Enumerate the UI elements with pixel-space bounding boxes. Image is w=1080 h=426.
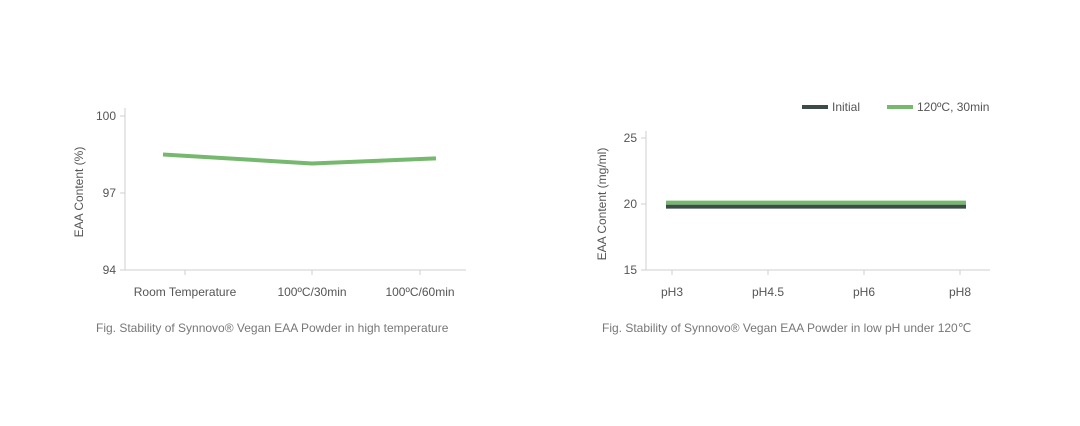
y-tick-label: 97 — [103, 186, 117, 200]
x-tick-label: pH3 — [661, 285, 683, 299]
x-tick-label: pH4.5 — [752, 285, 784, 299]
x-tick-label: 100ºC/60min — [385, 285, 454, 299]
y-tick-label: 15 — [624, 263, 638, 277]
y-axis-title: EAA Content (mg/ml) — [595, 148, 609, 261]
x-tick-label: pH8 — [949, 285, 971, 299]
legend: Initial 120ºC, 30min — [802, 100, 989, 114]
y-tick-label: 25 — [624, 131, 638, 145]
legend-label-120c: 120ºC, 30min — [917, 100, 989, 114]
x-tick-label: Room Temperature — [134, 285, 237, 299]
x-tick-label: pH6 — [853, 285, 875, 299]
y-tick-label: 20 — [624, 197, 638, 211]
y-tick-label: 100 — [96, 109, 116, 123]
y-tick-label: 94 — [103, 263, 117, 277]
chart-low-ph: 15 20 25 pH3 pH4.5 pH6 pH8 EAA Content (mg/ml… — [595, 100, 990, 335]
y-axis-title: EAA Content (%) — [72, 147, 86, 238]
legend-label-initial: Initial — [832, 100, 860, 114]
chart-caption: Fig. Stability of Synnovo® Vegan EAA Pow… — [96, 321, 449, 335]
chart-caption: Fig. Stability of Synnovo® Vegan EAA Pow… — [602, 321, 971, 335]
chart-high-temperature: 94 97 100 Room Temperature 100ºC/30min 100ºC… — [72, 108, 466, 335]
series-line — [162, 152, 437, 166]
x-tick-label: 100ºC/30min — [277, 285, 346, 299]
